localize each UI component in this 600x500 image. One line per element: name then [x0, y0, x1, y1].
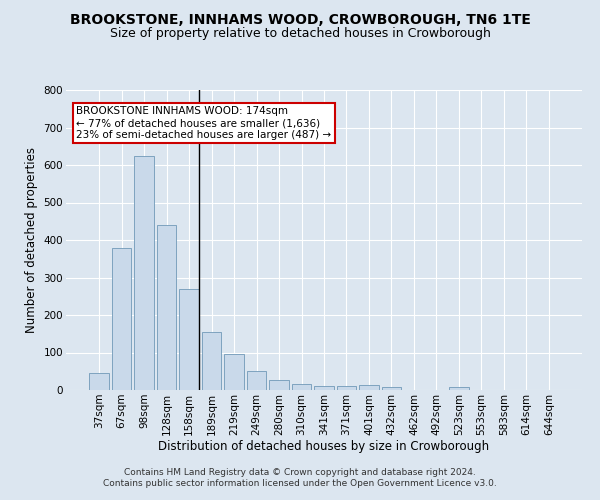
Bar — [292, 384, 311, 390]
Text: BROOKSTONE INNHAMS WOOD: 174sqm
← 77% of detached houses are smaller (1,636)
23%: BROOKSTONE INNHAMS WOOD: 174sqm ← 77% of… — [76, 106, 331, 140]
Bar — [112, 248, 131, 390]
Bar — [247, 370, 266, 390]
Bar — [157, 225, 176, 390]
Text: Contains HM Land Registry data © Crown copyright and database right 2024.
Contai: Contains HM Land Registry data © Crown c… — [103, 468, 497, 487]
Bar — [269, 380, 289, 390]
Bar — [89, 373, 109, 390]
Y-axis label: Number of detached properties: Number of detached properties — [25, 147, 38, 333]
Bar — [224, 354, 244, 390]
Bar — [382, 387, 401, 390]
Bar — [179, 289, 199, 390]
Bar — [202, 332, 221, 390]
Bar — [449, 387, 469, 390]
Bar — [314, 386, 334, 390]
Text: Size of property relative to detached houses in Crowborough: Size of property relative to detached ho… — [110, 28, 490, 40]
Text: BROOKSTONE, INNHAMS WOOD, CROWBOROUGH, TN6 1TE: BROOKSTONE, INNHAMS WOOD, CROWBOROUGH, T… — [70, 12, 530, 26]
X-axis label: Distribution of detached houses by size in Crowborough: Distribution of detached houses by size … — [158, 440, 490, 454]
Bar — [359, 385, 379, 390]
Bar — [134, 156, 154, 390]
Bar — [337, 386, 356, 390]
